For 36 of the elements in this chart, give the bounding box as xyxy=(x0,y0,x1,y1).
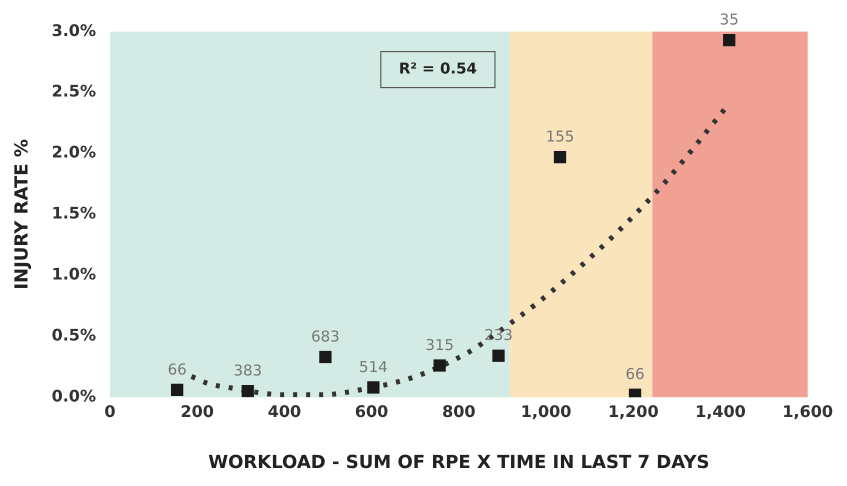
y-tick-label: 0.5% xyxy=(52,325,96,344)
annotation: 66 xyxy=(625,365,645,384)
y-axis-title: INJURY RATE % xyxy=(11,139,32,290)
annotation: 383 xyxy=(233,361,262,380)
point xyxy=(433,359,446,372)
point xyxy=(242,384,254,398)
x-tick-label: 1,000 xyxy=(520,402,572,421)
point xyxy=(492,350,505,362)
annotation: 514 xyxy=(359,358,388,376)
x-tick-label: 400 xyxy=(268,402,302,421)
annotation: 315 xyxy=(425,336,454,354)
y-tick-label: 1.0% xyxy=(52,264,96,284)
point xyxy=(319,350,332,364)
x-tick-label: 800 xyxy=(442,402,476,421)
y-tick-label: 1.5% xyxy=(52,204,96,223)
x-tick-label: 200 xyxy=(180,402,214,421)
annotation: 233 xyxy=(484,326,513,344)
x-tick-label: 0 xyxy=(104,402,116,421)
y-tick-label: 3.0% xyxy=(52,20,96,40)
y-tick-label: 0.0% xyxy=(52,386,96,406)
x-tick-label: 1,400 xyxy=(695,402,746,421)
annotation: 683 xyxy=(311,327,340,346)
point xyxy=(554,150,566,164)
y-tick-label: 2.5% xyxy=(52,82,96,101)
point xyxy=(367,381,380,394)
annotation: 35 xyxy=(720,10,739,29)
point xyxy=(723,34,736,46)
annotation: 155 xyxy=(546,128,574,146)
point xyxy=(170,384,184,396)
x-tick-label: 1,600 xyxy=(782,402,833,421)
annotation: R² = 0.54 xyxy=(398,59,477,78)
annotation: 66 xyxy=(168,360,187,378)
y-tick-label: 2.0% xyxy=(52,142,96,162)
x-tick-label: 600 xyxy=(354,402,388,421)
x-tick-label: 1,200 xyxy=(608,402,659,421)
x-axis-title: WORKLOAD - SUM OF RPE X TIME IN LAST 7 DAYS xyxy=(208,452,710,473)
